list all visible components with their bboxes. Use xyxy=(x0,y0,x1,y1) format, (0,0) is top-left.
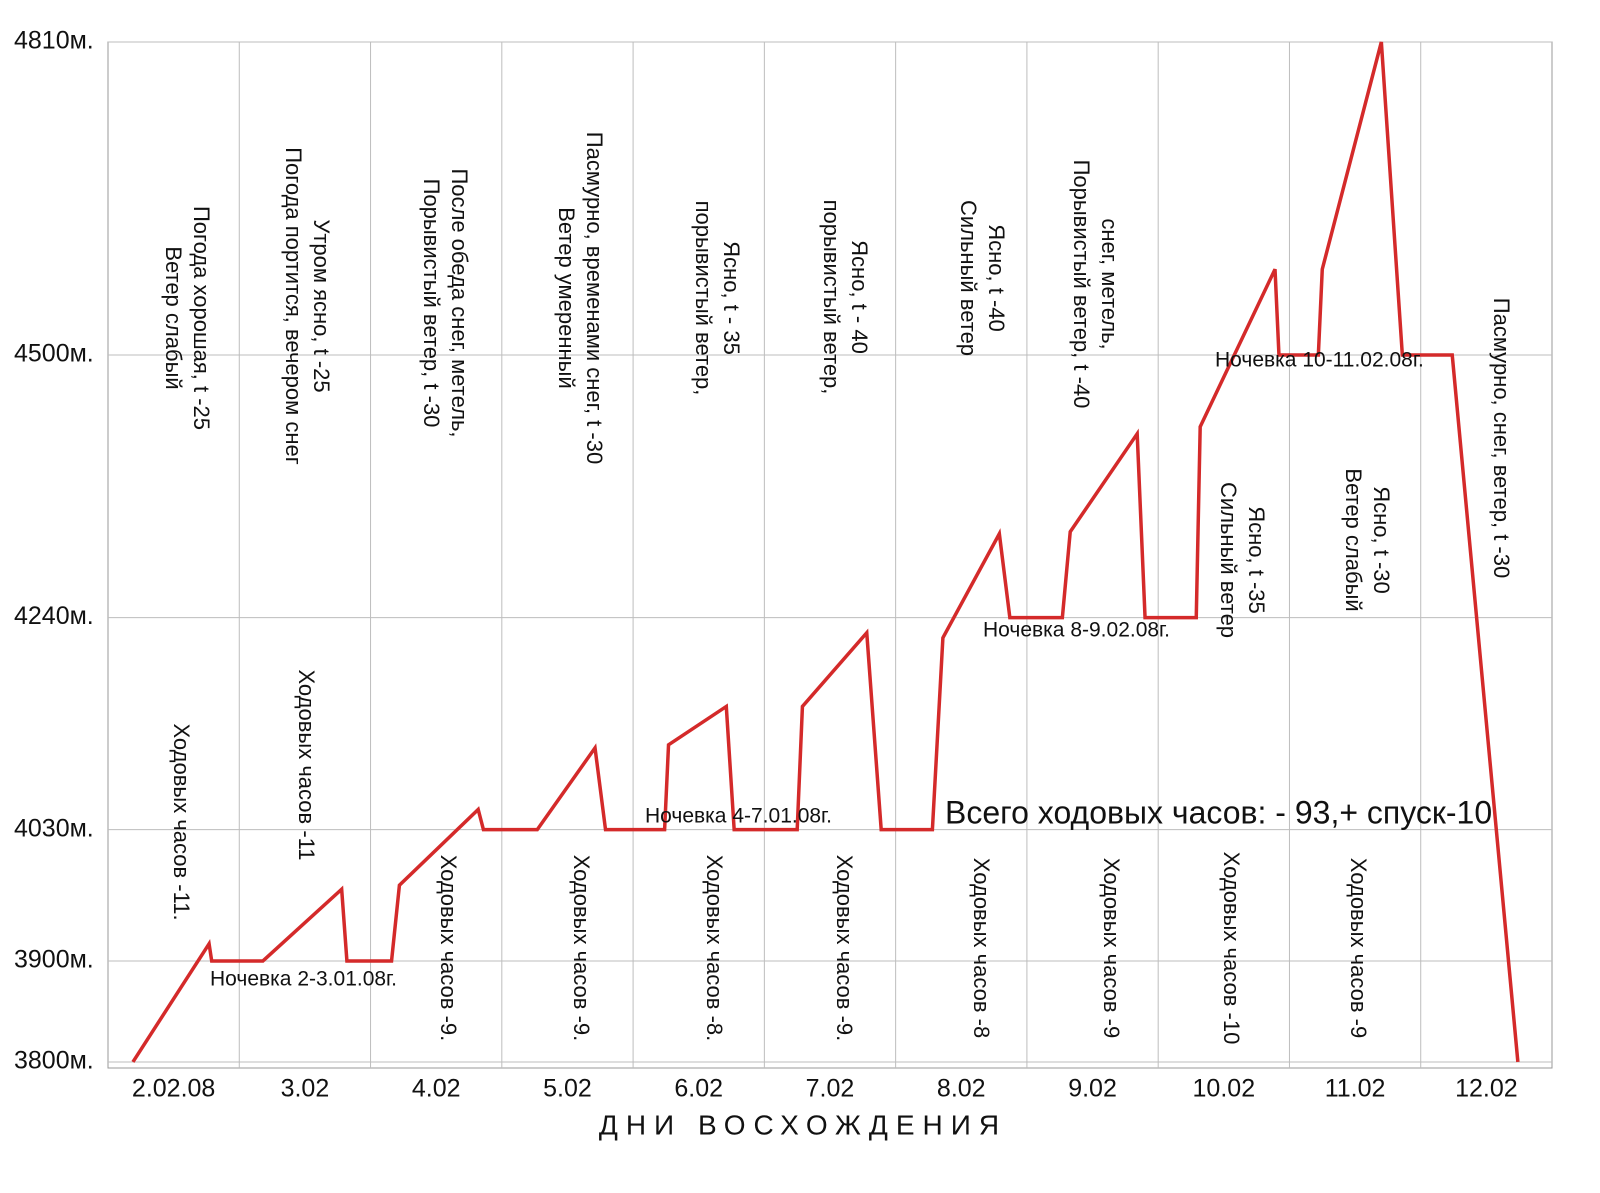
y-tick-label: 3800м. xyxy=(14,1047,94,1075)
y-tick-label: 4500м. xyxy=(14,340,94,368)
y-tick-label: 4810м. xyxy=(14,27,94,55)
rotated-annotation: Ходовых часов -8 xyxy=(969,858,994,1038)
x-tick-label: 3.02 xyxy=(281,1075,330,1103)
rotated-annotation: Погода хорошая, t -25 xyxy=(189,206,214,430)
rotated-annotation: Сильный ветер xyxy=(1216,482,1241,638)
rotated-annotation: Порывистый ветер, t -40 xyxy=(1069,160,1094,409)
overnight-label: Ночевка 8-9.02.08г. xyxy=(983,619,1170,642)
rotated-annotation: Ходовых часов -11. xyxy=(169,723,194,920)
rotated-annotation: Ходовых часов -8. xyxy=(702,855,727,1042)
x-tick-label: 11.02 xyxy=(1325,1075,1386,1103)
rotated-annotation: После обеда снег, метель, xyxy=(447,168,472,437)
x-tick-label: 6.02 xyxy=(674,1075,723,1103)
overnight-label: Ночевка 10-11.02.08г. xyxy=(1215,349,1424,372)
rotated-annotation: Ходовых часов -11 xyxy=(294,669,319,860)
rotated-annotation: Пасмурно, временами снег, t -30 xyxy=(582,132,607,464)
x-tick-label: 7.02 xyxy=(806,1075,855,1103)
rotated-annotation: Ветер слабый xyxy=(1341,468,1366,611)
rotated-annotation: Порывистый ветер, t -30 xyxy=(419,179,444,428)
rotated-annotation: Ясно, t - 35 xyxy=(719,241,744,355)
x-axis-label: ДНИ ВОСХОЖДЕНИЯ xyxy=(599,1109,1007,1140)
overnight-label: Ночевка 4-7.01.08г. xyxy=(645,805,832,828)
rotated-annotation: Ветер умеренный xyxy=(554,207,579,389)
x-tick-label: 10.02 xyxy=(1193,1075,1256,1103)
rotated-annotation: Ходовых часов -9 xyxy=(1099,858,1124,1038)
rotated-annotation: Ходовых часов -9 xyxy=(1346,858,1371,1038)
rotated-annotation: Ходовых часов -9. xyxy=(832,855,857,1042)
y-tick-label: 4030м. xyxy=(14,814,94,842)
x-tick-label: 8.02 xyxy=(937,1075,986,1103)
rotated-annotation: Погода портится, вечером снег xyxy=(281,147,306,465)
rotated-annotation: Ясно, t -40 xyxy=(984,224,1009,332)
plot-frame xyxy=(107,41,1553,1069)
rotated-annotation: Ясно, t -35 xyxy=(1244,506,1269,614)
x-tick-label: 12.02 xyxy=(1455,1075,1518,1103)
rotated-annotation: Пасмурно, снег, ветер, t -30 xyxy=(1489,298,1514,578)
rotated-annotation: порывистый ветер, xyxy=(819,200,844,395)
x-tick-label: 4.02 xyxy=(412,1075,461,1103)
rotated-annotation: Ясно, t -30 xyxy=(1369,486,1394,594)
y-tick-label: 3900м. xyxy=(14,946,94,974)
rotated-annotation: Сильный ветер xyxy=(956,200,981,356)
rotated-annotation: Ветер слабый xyxy=(161,246,186,389)
x-tick-label: 2.02.08 xyxy=(132,1075,215,1103)
rotated-annotation: Ясно, t - 40 xyxy=(847,240,872,354)
x-tick-label: 9.02 xyxy=(1068,1075,1117,1103)
rotated-annotation: Ходовых часов -9. xyxy=(569,855,594,1042)
rotated-annotation: снег, метель, xyxy=(1097,218,1122,349)
y-tick-label: 4240м. xyxy=(14,602,94,630)
altitude-line xyxy=(131,41,1520,1063)
overnight-label: Ночевка 2-3.01.08г. xyxy=(210,968,397,991)
rotated-annotation: Ходовых часов -9. xyxy=(436,855,461,1042)
x-tick-label: 5.02 xyxy=(543,1075,592,1103)
rotated-annotation: Утром ясно, t -25 xyxy=(309,219,334,392)
rotated-annotation: порывистый ветер, xyxy=(691,201,716,396)
rotated-annotation: Ходовых часов -10 xyxy=(1219,852,1244,1045)
total-hours: Всего ходовых часов: - 93,+ спуск-10 xyxy=(945,794,1492,830)
